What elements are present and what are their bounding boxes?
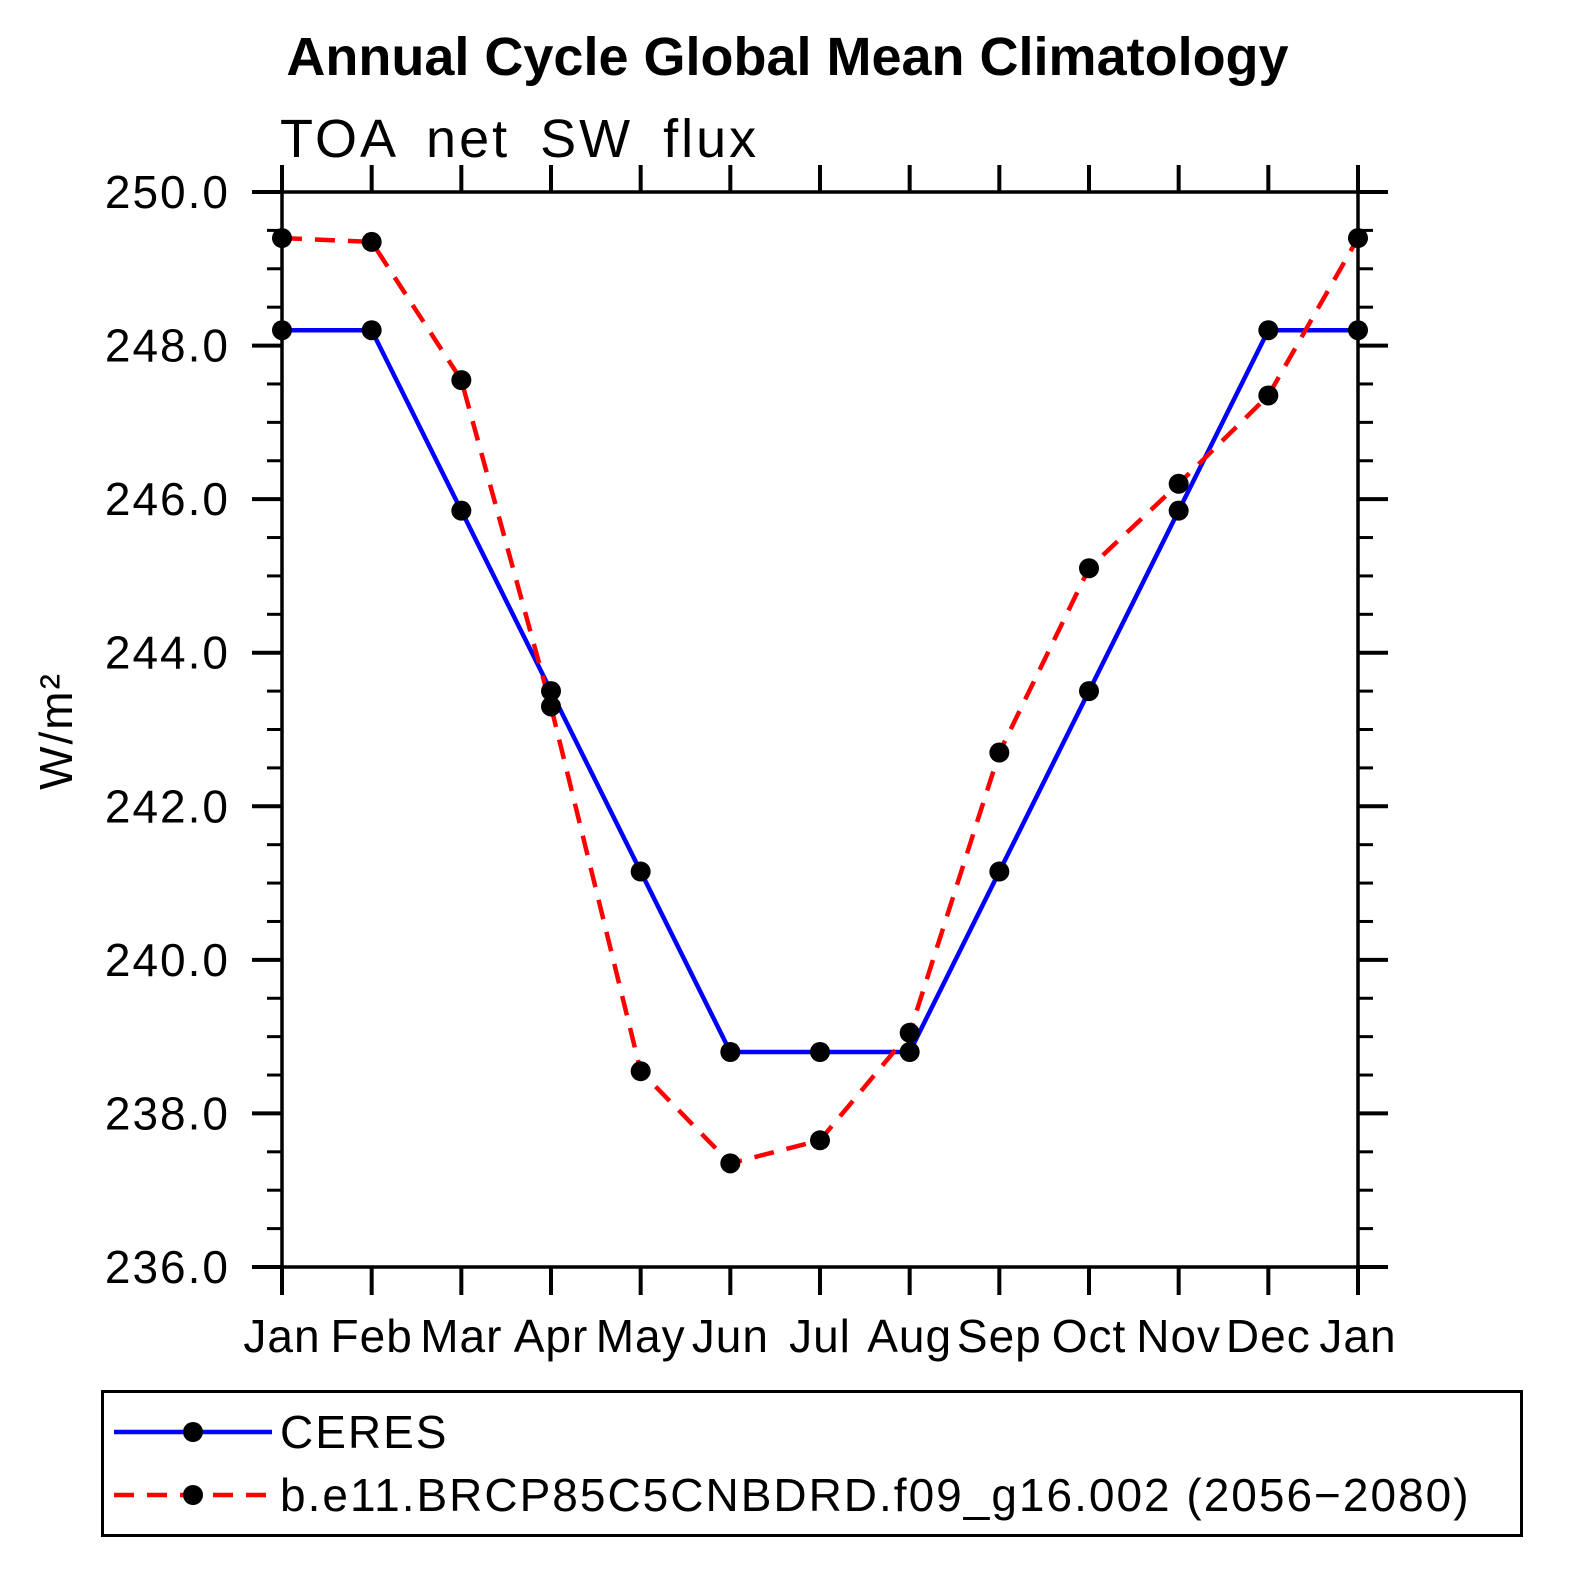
legend-row: b.e11.BRCP85C5CNBDRD.f09_g16.002 (2056−2… xyxy=(110,1469,1520,1521)
legend-marker-icon xyxy=(183,1485,203,1505)
y-tick-label: 248.0 xyxy=(105,320,230,372)
data-point-marker xyxy=(1348,228,1368,249)
model-line xyxy=(281,235,1360,1166)
x-tick-label: Jan xyxy=(1319,1310,1396,1362)
data-point-marker xyxy=(361,231,382,252)
data-point-marker xyxy=(272,228,292,249)
data-point-marker xyxy=(1079,558,1099,579)
legend-model-line-sample xyxy=(114,1485,272,1505)
plot-area: Jan Feb Mar Apr May Jun Jul Aug Sep Oct Nov Dec Jan2… xyxy=(105,165,1396,1362)
legend-label: b.e11.BRCP85C5CNBDRD.f09_g16.002 (2056−2… xyxy=(280,1469,1471,1521)
x-tick-label: Jan xyxy=(243,1310,320,1362)
y-tick-label: 238.0 xyxy=(105,1087,230,1139)
data-point-marker xyxy=(630,861,651,882)
chart-subtitle: TOA net SW flux xyxy=(280,109,760,169)
data-point-marker xyxy=(1168,473,1189,494)
data-point-marker xyxy=(541,681,561,702)
data-point-marker xyxy=(810,1130,830,1151)
data-point-marker xyxy=(1258,320,1279,341)
legend-ceres-line-sample xyxy=(114,1422,272,1442)
chart-title: Annual Cycle Global Mean Climatology xyxy=(286,27,1289,87)
legend-marker-icon xyxy=(183,1422,203,1442)
data-point-marker xyxy=(989,861,1010,882)
data-point-marker xyxy=(899,1042,920,1062)
legend-row: CERES xyxy=(110,1406,1520,1458)
data-point-marker xyxy=(720,1042,741,1062)
y-tick-label: 242.0 xyxy=(105,780,230,832)
data-point-marker xyxy=(989,742,1010,763)
data-point-marker xyxy=(630,1061,651,1082)
x-tick-label: May xyxy=(596,1310,686,1362)
x-tick-label: Mar xyxy=(420,1310,502,1362)
y-tick-label: 250.0 xyxy=(105,166,230,218)
data-point-marker xyxy=(720,1153,741,1174)
x-tick-label: Nov xyxy=(1136,1310,1221,1362)
data-point-marker xyxy=(361,320,382,341)
data-point-marker xyxy=(451,370,472,391)
x-tick-label: Aug xyxy=(867,1310,952,1362)
data-point-marker xyxy=(810,1042,830,1062)
ceres-line xyxy=(282,327,1358,1055)
x-tick-label: Feb xyxy=(331,1310,413,1362)
data-point-marker xyxy=(1348,320,1368,341)
x-tick-label: Dec xyxy=(1226,1310,1311,1362)
legend-label: CERES xyxy=(280,1406,449,1458)
x-tick-label: Jun xyxy=(692,1310,769,1362)
y-tick-label: 244.0 xyxy=(105,627,230,679)
data-point-marker xyxy=(1258,385,1279,406)
legend-box: CERES b.e11.BRCP85C5CNBDRD.f09_g16.002 (2… xyxy=(101,1390,1523,1537)
y-tick-label: 246.0 xyxy=(105,473,230,525)
data-point-marker xyxy=(1168,500,1189,521)
data-point-marker xyxy=(272,320,292,341)
y-tick-label: 240.0 xyxy=(105,934,230,986)
data-point-marker xyxy=(451,500,472,521)
data-point-marker xyxy=(899,1022,920,1043)
data-point-marker xyxy=(541,696,561,717)
x-tick-label: Apr xyxy=(514,1310,589,1362)
x-tick-label: Sep xyxy=(957,1310,1042,1362)
x-tick-label: Oct xyxy=(1052,1310,1127,1362)
data-point-marker xyxy=(1079,681,1099,702)
y-tick-label: 236.0 xyxy=(105,1241,230,1293)
x-tick-label: Jul xyxy=(789,1310,851,1362)
